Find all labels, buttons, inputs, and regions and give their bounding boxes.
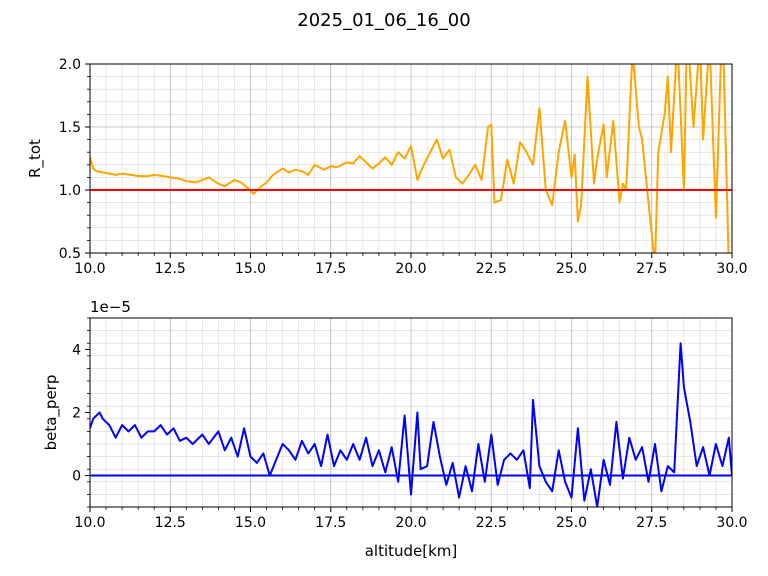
x-tick-label: 15.0 [235, 515, 266, 531]
x-tick-label: 17.5 [315, 261, 346, 277]
y-tick-label: 1.0 [59, 183, 81, 199]
bottom-series-line-0 [90, 342, 732, 507]
bottom-grid [89, 317, 733, 508]
x-tick-label: 17.5 [315, 515, 346, 531]
bottom-y-axis-label: beta_perp [42, 375, 61, 451]
x-tick-label: 27.5 [636, 515, 667, 531]
y-tick-label: 2 [72, 406, 81, 422]
top-y-axis-label: R_tot [26, 139, 45, 178]
x-tick-label: 12.5 [155, 261, 186, 277]
y-tick-label: 0.5 [59, 246, 81, 262]
top-series-line-0 [90, 64, 730, 253]
x-tick-label: 22.5 [476, 261, 507, 277]
x-tick-label: 20.0 [395, 515, 426, 531]
x-tick-label: 25.0 [556, 261, 587, 277]
y-tick-label: 1.5 [59, 120, 81, 136]
y-tick-label: 4 [72, 343, 81, 359]
figure-title: 2025_01_06_16_00 [297, 10, 470, 31]
y-tick-label: 0 [72, 469, 81, 485]
x-tick-label: 25.0 [556, 515, 587, 531]
x-tick-label: 22.5 [476, 515, 507, 531]
x-tick-label: 30.0 [716, 515, 747, 531]
y-tick-label: 2.0 [59, 57, 81, 73]
x-tick-label: 20.0 [395, 261, 426, 277]
x-tick-label: 15.0 [235, 261, 266, 277]
x-axis-label: altitude[km] [365, 542, 458, 560]
x-tick-label: 30.0 [716, 261, 747, 277]
top-series-group [90, 64, 732, 253]
bottom-subplot: 10.0 12.5 15.0 17.5 20.0 22.5 25.0 27.5 30.0 0 2 4b… [42, 298, 748, 560]
bottom-series-group [90, 342, 732, 507]
top-subplot: 10.0 12.5 15.0 17.5 20.0 22.5 25.0 27.5 30.0 0.5 1… [26, 57, 748, 277]
y-offset-label: 1e−5 [90, 298, 131, 316]
x-tick-label: 12.5 [155, 515, 186, 531]
x-tick-label: 10.0 [74, 261, 105, 277]
x-tick-label: 10.0 [74, 515, 105, 531]
x-tick-label: 27.5 [636, 261, 667, 277]
